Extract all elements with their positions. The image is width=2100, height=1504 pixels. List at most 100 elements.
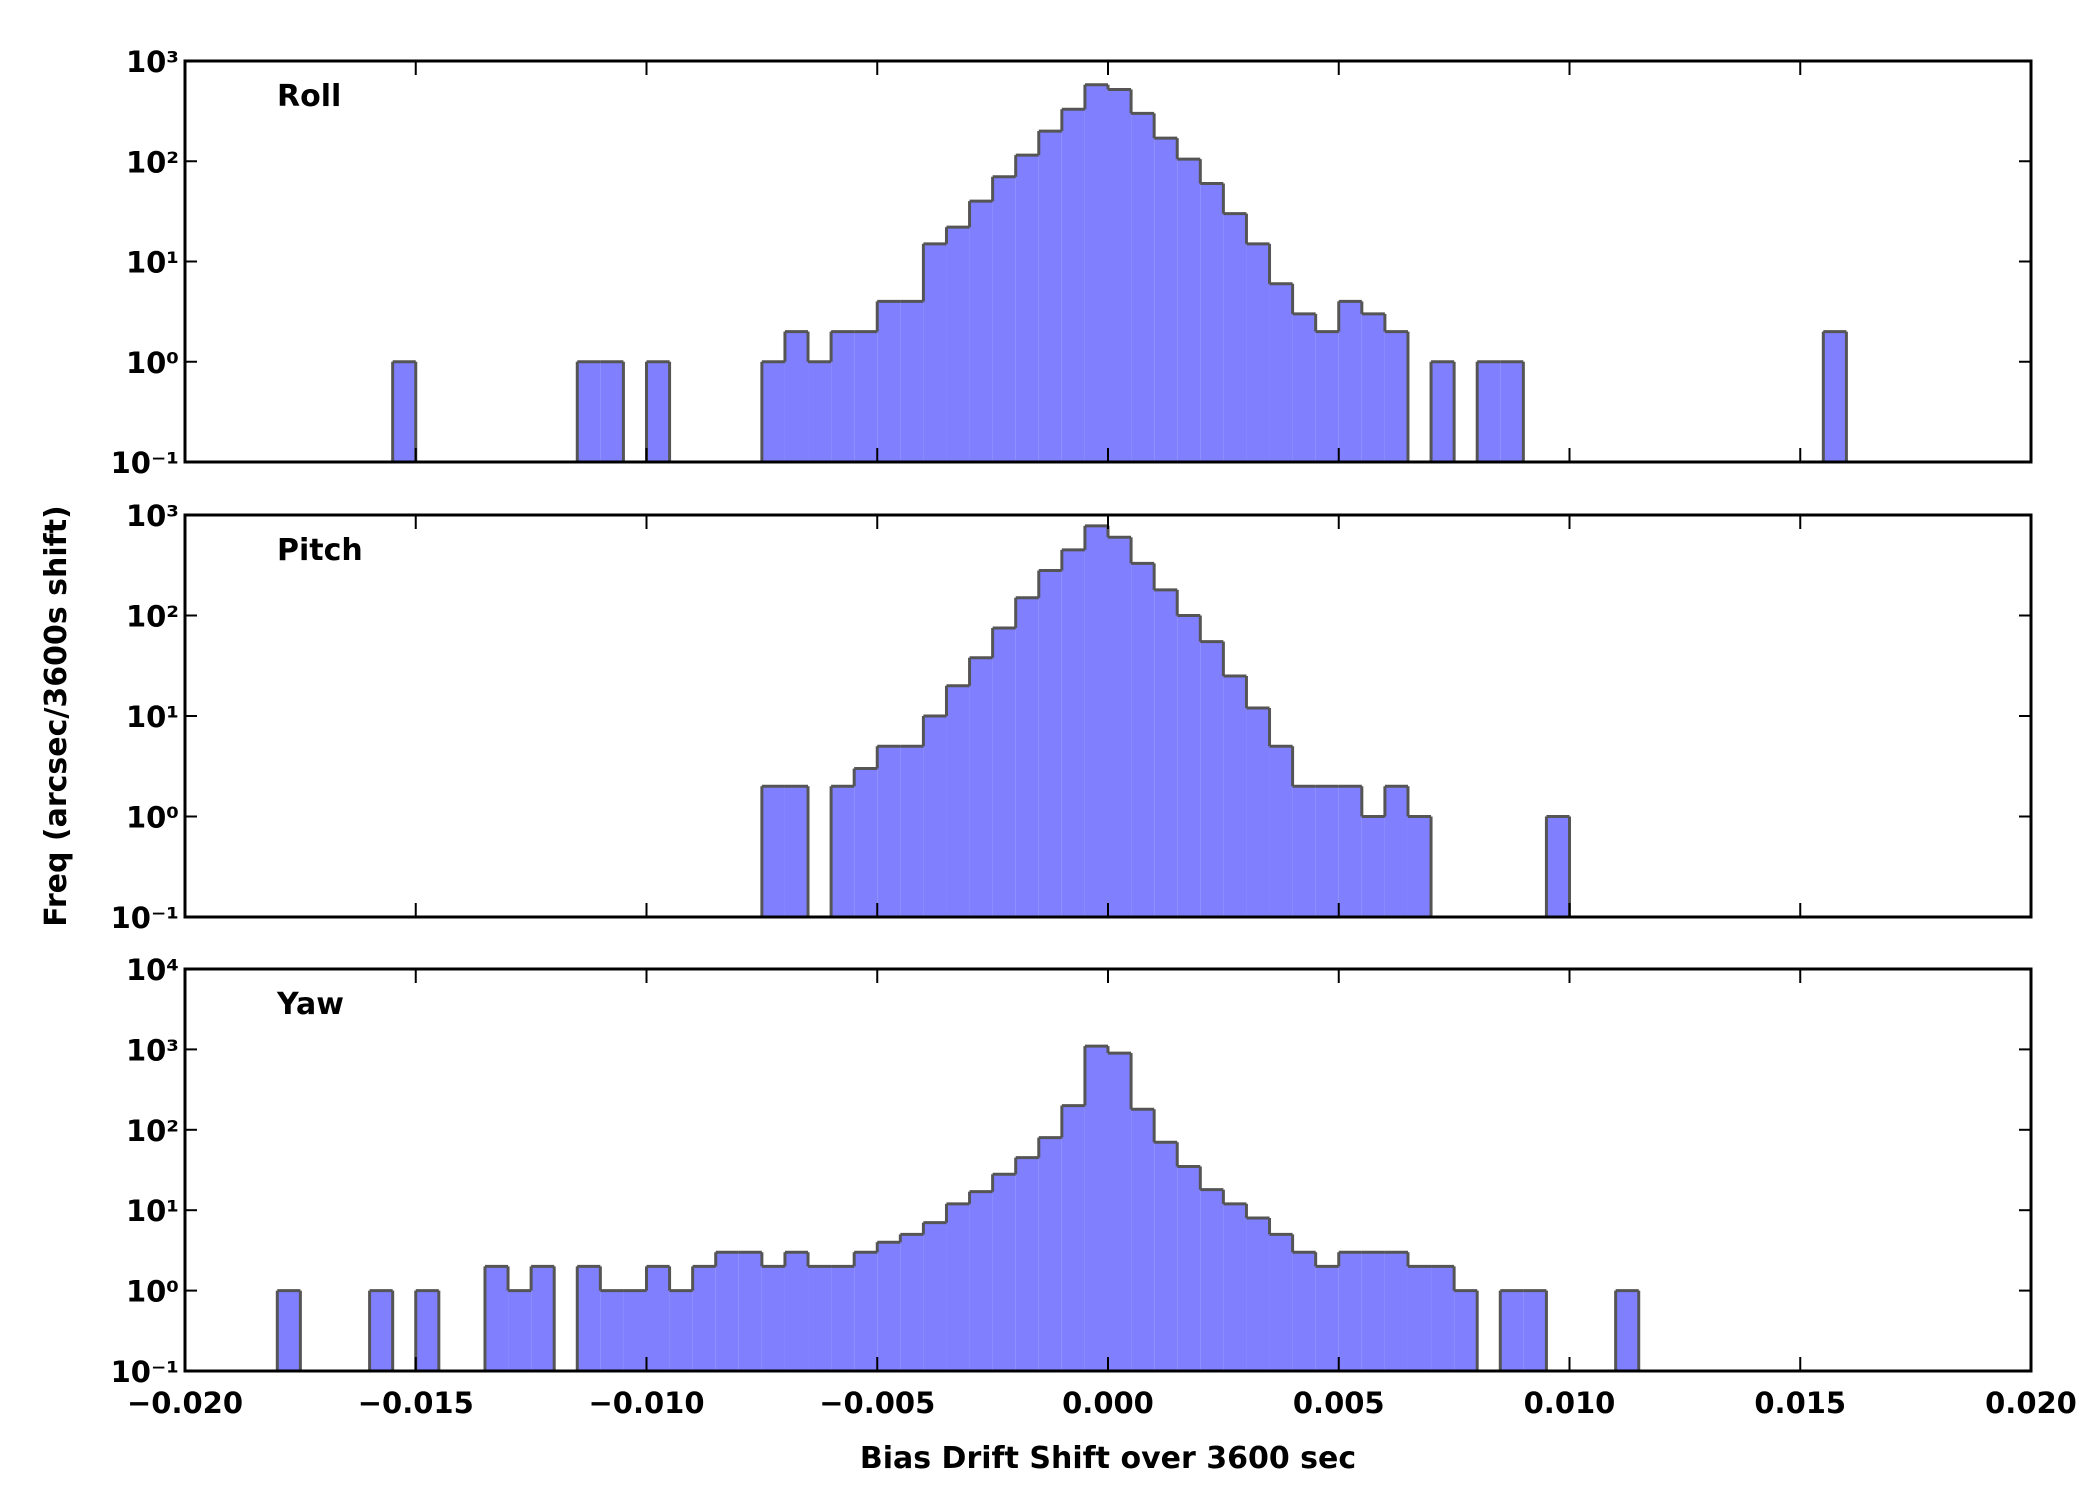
histogram-bar [1292, 313, 1316, 462]
histogram-bar [761, 786, 785, 917]
histogram-bar [877, 746, 901, 917]
y-tick-label: 10⁻¹ [111, 1355, 179, 1389]
histogram-bar [1038, 570, 1062, 917]
histogram-bar [1131, 1109, 1155, 1371]
histogram-bar [784, 786, 809, 917]
histogram-bar [715, 1252, 739, 1371]
histogram-bar [1361, 1252, 1385, 1371]
axes-frame [183, 967, 2033, 1373]
histogram-bar [877, 301, 901, 462]
histogram-bar [646, 1266, 670, 1371]
x-tick-label: 0.010 [1524, 1386, 1616, 1420]
y-axis-label: Freq (arcsec/3600s shift) [39, 505, 74, 927]
histogram-bar [1546, 816, 1570, 917]
histogram-bar [854, 1252, 878, 1371]
y-tick-label: 10¹ [126, 246, 179, 280]
histogram-bar [1200, 641, 1224, 917]
histogram-bar [900, 746, 924, 917]
histogram-bar [738, 1252, 762, 1371]
x-tick-label: −0.020 [127, 1386, 243, 1420]
x-tick-label: −0.010 [588, 1386, 704, 1420]
histogram-bar [1223, 676, 1247, 917]
histogram-bar [623, 1290, 647, 1371]
histogram-bar [1823, 331, 1847, 462]
histogram-bar [1038, 1137, 1062, 1371]
panel-title: Yaw [276, 987, 344, 1022]
y-tick-label: 10⁰ [126, 1275, 179, 1309]
histogram-bar [600, 361, 624, 462]
histogram-bar [1084, 525, 1108, 917]
histogram-bar [877, 1242, 901, 1371]
y-tick-label: 10² [126, 600, 179, 634]
histogram-bar [1154, 589, 1178, 917]
histogram-bar [1431, 361, 1455, 462]
histogram-bar [1061, 109, 1085, 462]
histogram-bar [646, 361, 670, 462]
x-tick-label: −0.005 [819, 1386, 935, 1420]
histogram-bar [1269, 746, 1293, 917]
histogram-bar [669, 1290, 693, 1371]
histogram-bar [969, 657, 993, 917]
histogram-bar [1269, 1234, 1293, 1371]
histogram-bar [577, 361, 601, 462]
histogram-bar [1108, 89, 1132, 462]
histogram-bar [1431, 1266, 1455, 1371]
y-tick-label: 10³ [126, 1033, 179, 1067]
histogram-bar [1500, 361, 1524, 462]
histogram-bar [969, 201, 993, 462]
histogram-bar [1084, 84, 1108, 463]
histogram-bar [1154, 138, 1178, 462]
histogram-bar [1108, 537, 1132, 917]
histogram-bar [692, 1266, 716, 1371]
histogram-bar [900, 1234, 924, 1371]
histogram-bar [508, 1290, 532, 1371]
histogram-bar [1615, 1290, 1639, 1371]
x-axis-label: Bias Drift Shift over 3600 sec [860, 1441, 1356, 1476]
histogram-bar [1292, 786, 1316, 917]
histogram-bar [969, 1191, 993, 1371]
y-tick-label: 10¹ [126, 1194, 179, 1228]
histogram-bar [1407, 816, 1432, 917]
x-tick-label: 0.005 [1293, 1386, 1385, 1420]
histogram-bar [1384, 786, 1408, 917]
axes-frame [183, 59, 2033, 464]
histogram-bar [1384, 1252, 1408, 1371]
histogram-bar [831, 331, 855, 462]
histogram-bar [531, 1266, 555, 1371]
histogram-bar [808, 361, 832, 462]
histogram-bar [1523, 1290, 1547, 1371]
y-tick-label: 10⁰ [126, 801, 179, 835]
histogram-bar [761, 1266, 785, 1371]
y-tick-label: 10³ [126, 45, 179, 79]
histogram-bar [1338, 301, 1362, 462]
histogram-bar [1246, 243, 1270, 462]
histogram-bar [946, 227, 970, 462]
histogram-bar [415, 1290, 439, 1371]
histogram-bar [992, 628, 1016, 917]
histogram-bar [923, 243, 947, 462]
y-tick-label: 10³ [126, 499, 179, 533]
histogram-bar [1177, 615, 1201, 917]
histogram-bar [1108, 1053, 1132, 1371]
histogram-bar [854, 768, 878, 917]
histogram-bar [1131, 113, 1155, 463]
histogram-bar [946, 685, 970, 917]
histogram-bar [1477, 361, 1501, 462]
histogram-bar [992, 176, 1016, 462]
histogram-bar [1223, 213, 1247, 462]
histogram-bar [946, 1203, 970, 1371]
histogram-bar [1315, 786, 1339, 917]
x-tick-label: 0.000 [1062, 1386, 1154, 1420]
histogram-bar [1177, 159, 1201, 462]
histogram-bar [1269, 283, 1293, 462]
x-tick-label: 0.015 [1754, 1386, 1846, 1420]
histogram-bar [1407, 1266, 1432, 1371]
histogram-bar [1315, 1266, 1339, 1371]
histogram-bar [1292, 1252, 1316, 1371]
histogram-bar [577, 1266, 601, 1371]
histogram-bar [1246, 708, 1270, 917]
histogram-bar [900, 301, 924, 462]
histogram-bar [1200, 1189, 1224, 1371]
histogram-bar [1061, 549, 1085, 917]
